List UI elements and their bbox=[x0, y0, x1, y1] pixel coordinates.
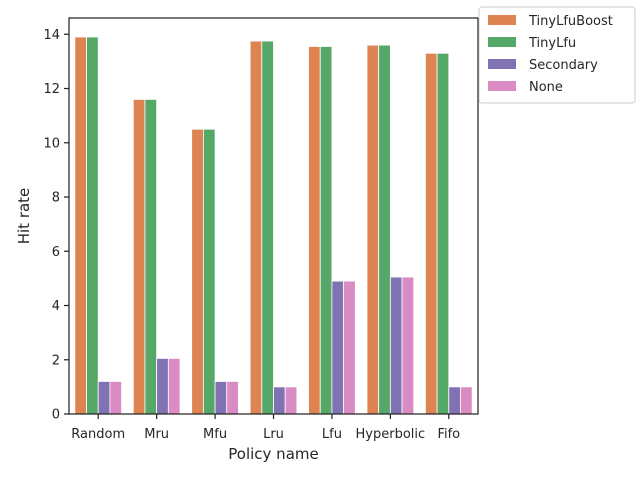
x-tick-label: Hyperbolic bbox=[356, 427, 426, 442]
y-tick-label: 4 bbox=[52, 299, 60, 314]
bar-tinylfu-mru bbox=[144, 98, 158, 415]
bar-secondary-lru bbox=[273, 386, 286, 415]
y-tick-label: 14 bbox=[43, 28, 60, 43]
y-tick-label: 6 bbox=[52, 245, 60, 260]
legend-swatch-secondary bbox=[488, 59, 516, 69]
legend-label-tinylfuboost: TinyLfuBoost bbox=[528, 14, 613, 29]
bar-tinylfuboost-random bbox=[74, 36, 87, 415]
legend-box bbox=[478, 6, 636, 104]
bar-secondary-lfu bbox=[331, 280, 345, 415]
bar-secondary-fifo bbox=[448, 386, 461, 415]
plot-frame bbox=[68, 17, 479, 415]
bar-none-mfu bbox=[226, 381, 239, 415]
bar-none-lfu bbox=[343, 280, 356, 415]
bar-none-hyperbolic bbox=[401, 276, 415, 415]
bar-secondary-hyperbolic bbox=[389, 276, 403, 415]
x-axis: Random Mru Mfu Lru Lfu Hyperbolic Fifo bbox=[71, 414, 460, 442]
bar-tinylfuboost-lru bbox=[249, 40, 263, 415]
legend: TinyLfuBoost TinyLfu Secondary None bbox=[478, 6, 636, 104]
bar-tinylfuboost-fifo bbox=[425, 52, 438, 415]
bar-secondary-mru bbox=[156, 357, 169, 415]
bar-tinylfuboost-lfu bbox=[308, 46, 321, 415]
bars-group bbox=[74, 36, 473, 415]
bar-none-fifo bbox=[460, 386, 473, 415]
y-tick-label: 8 bbox=[52, 191, 60, 206]
x-tick-label: Mfu bbox=[203, 427, 227, 442]
bar-tinylfu-lru bbox=[261, 40, 274, 415]
x-tick-label: Random bbox=[71, 427, 125, 442]
y-axis-label: Hit rate bbox=[15, 188, 33, 245]
bar-tinylfuboost-mfu bbox=[191, 128, 204, 415]
legend-swatch-none bbox=[488, 81, 516, 91]
legend-swatch-tinylfuboost bbox=[488, 15, 516, 25]
bar-tinylfu-mfu bbox=[202, 128, 216, 415]
bar-secondary-mfu bbox=[214, 381, 228, 415]
bar-none-lru bbox=[284, 386, 298, 415]
x-tick-label: Lru bbox=[263, 427, 284, 442]
x-axis-label: Policy name bbox=[228, 445, 318, 463]
bar-tinylfuboost-hyperbolic bbox=[366, 44, 380, 415]
bar-tinylfu-random bbox=[86, 36, 99, 415]
bar-tinylfu-lfu bbox=[319, 46, 333, 415]
legend-swatch-tinylfu bbox=[488, 37, 516, 47]
legend-label-none: None bbox=[529, 80, 563, 95]
legend-label-tinylfu: TinyLfu bbox=[528, 36, 576, 51]
y-axis: 0 2 4 6 8 10 12 14 bbox=[43, 28, 69, 423]
bar-secondary-random bbox=[97, 381, 111, 415]
legend-label-secondary: Secondary bbox=[529, 58, 598, 73]
x-tick-label: Fifo bbox=[437, 427, 460, 442]
bar-tinylfuboost-mru bbox=[132, 98, 146, 415]
y-tick-label: 0 bbox=[52, 408, 60, 423]
y-tick-label: 2 bbox=[52, 353, 60, 368]
bar-none-mru bbox=[167, 357, 181, 415]
bar-none-random bbox=[109, 381, 122, 415]
y-tick-label: 10 bbox=[43, 136, 60, 151]
bar-tinylfu-fifo bbox=[436, 52, 450, 415]
y-tick-label: 12 bbox=[43, 82, 60, 97]
bar-tinylfu-hyperbolic bbox=[378, 44, 391, 415]
x-tick-label: Mru bbox=[144, 427, 169, 442]
x-tick-label: Lfu bbox=[322, 427, 342, 442]
